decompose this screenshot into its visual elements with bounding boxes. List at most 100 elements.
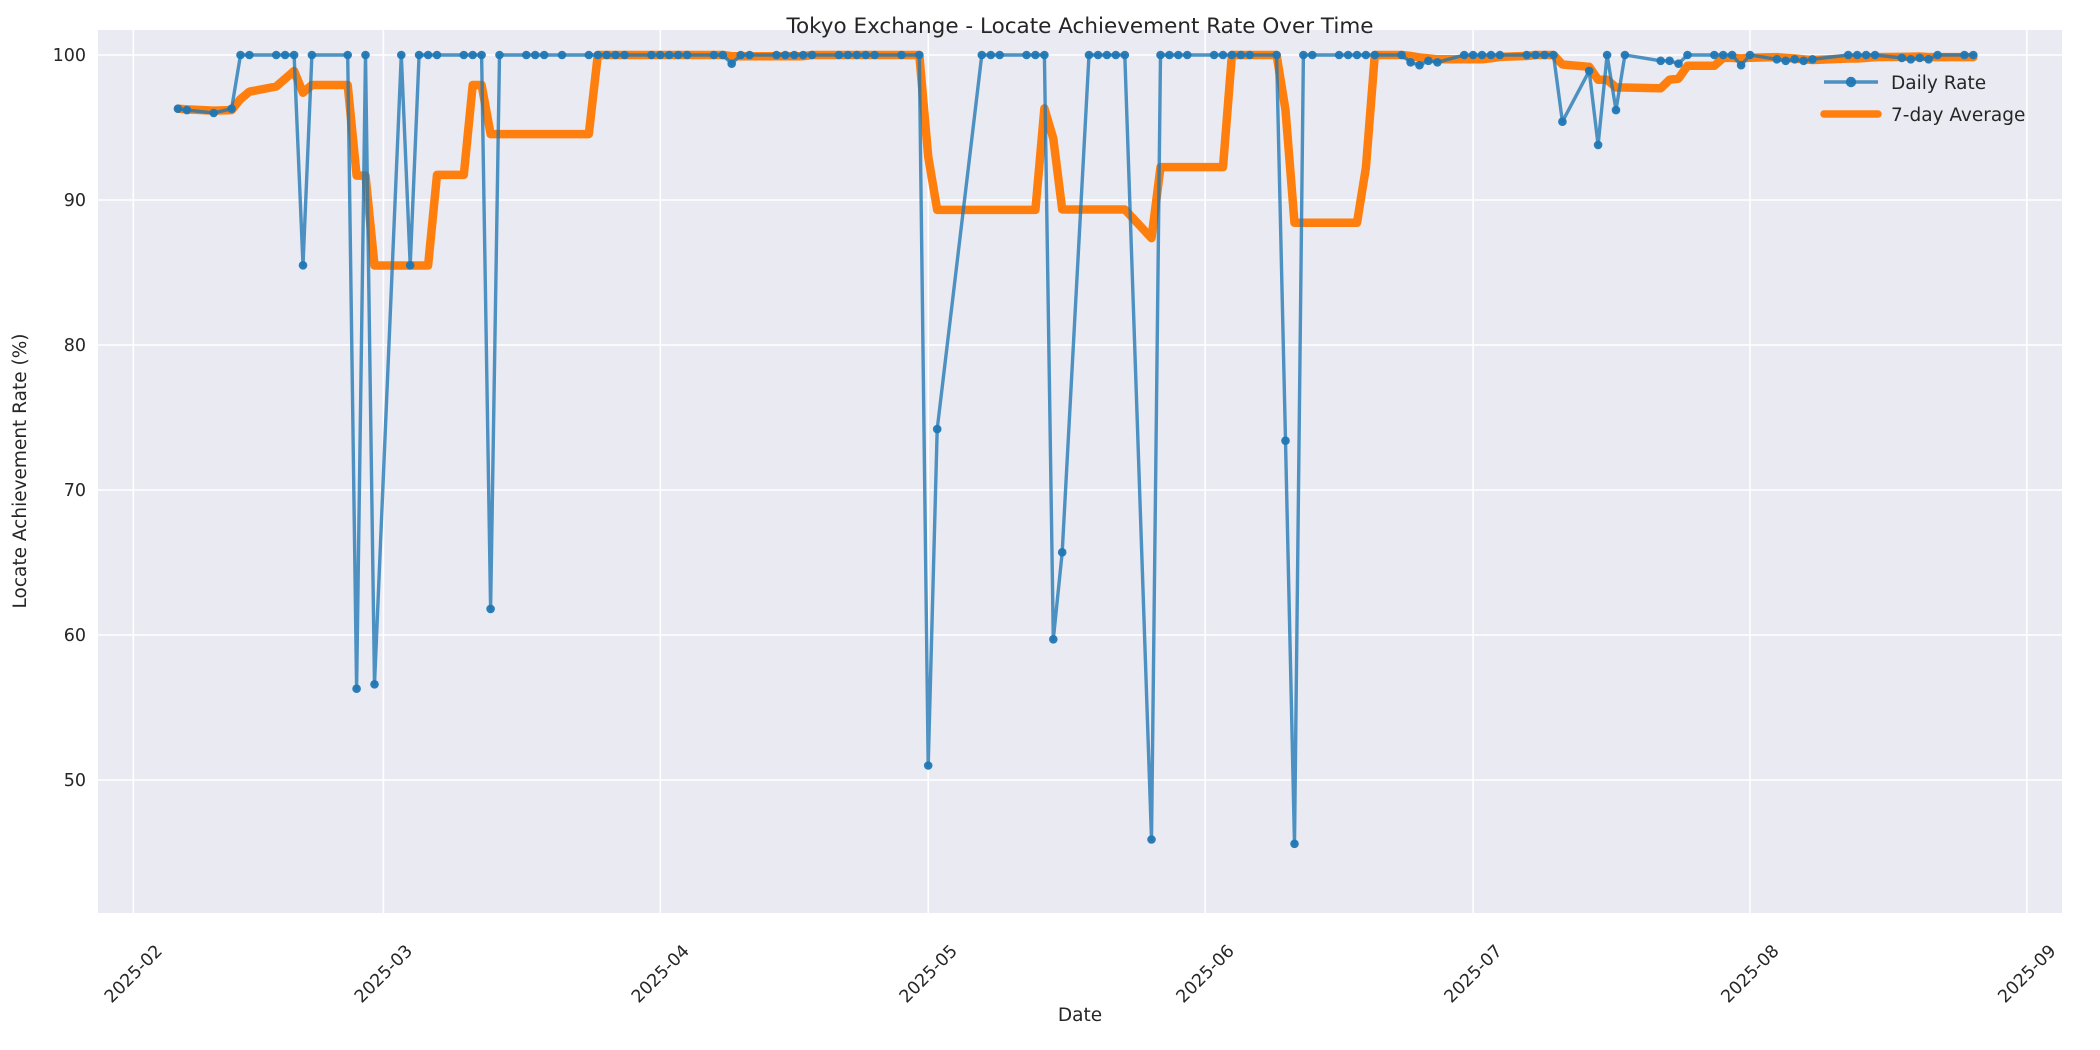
data-point bbox=[1906, 55, 1916, 64]
x-tick-label: 2025-03 bbox=[351, 941, 417, 1007]
data-point bbox=[1531, 50, 1540, 60]
legend-label-daily: Daily Rate bbox=[1891, 73, 1986, 94]
x-tick-label: 2025-09 bbox=[1995, 941, 2061, 1007]
data-point bbox=[1281, 436, 1290, 446]
data-point bbox=[1665, 56, 1674, 66]
data-point bbox=[1843, 50, 1853, 60]
avg-line-series bbox=[173, 50, 1978, 270]
data-point bbox=[1915, 53, 1924, 63]
data-point bbox=[1299, 50, 1308, 60]
data-point bbox=[1772, 55, 1782, 64]
data-point bbox=[1593, 140, 1603, 150]
data-point bbox=[236, 50, 245, 60]
x-tick-label: 2025-07 bbox=[1441, 941, 1507, 1007]
data-point bbox=[1361, 50, 1371, 60]
data-point bbox=[1790, 55, 1799, 64]
data-point bbox=[1049, 635, 1058, 644]
x-axis-label: Date bbox=[1058, 1005, 1102, 1026]
data-point bbox=[1745, 50, 1755, 60]
data-point bbox=[432, 50, 442, 60]
data-point bbox=[1736, 60, 1746, 70]
legend-label-avg: 7-day Average bbox=[1891, 105, 2025, 126]
legend-daily-marker-sample bbox=[1845, 76, 1857, 88]
data-point bbox=[1397, 50, 1406, 60]
data-point bbox=[414, 50, 424, 60]
data-point bbox=[182, 105, 192, 115]
data-point bbox=[343, 50, 353, 60]
data-point bbox=[477, 50, 486, 60]
x-tick-label: 2025-06 bbox=[1173, 941, 1239, 1007]
data-point bbox=[923, 761, 933, 770]
data-point bbox=[1227, 50, 1237, 60]
data-point bbox=[673, 50, 683, 60]
data-point bbox=[977, 50, 987, 60]
data-point bbox=[1040, 50, 1049, 60]
data-point bbox=[486, 604, 495, 614]
data-point bbox=[995, 50, 1004, 60]
data-point bbox=[1334, 50, 1344, 60]
data-point bbox=[1057, 548, 1067, 557]
data-point bbox=[271, 50, 281, 60]
data-point bbox=[1308, 50, 1317, 60]
data-point bbox=[405, 261, 415, 270]
data-point bbox=[352, 684, 361, 693]
data-point bbox=[718, 50, 728, 60]
data-point bbox=[459, 50, 469, 60]
data-point bbox=[530, 50, 540, 60]
y-tick-label: 60 bbox=[64, 626, 86, 646]
data-point bbox=[834, 50, 844, 60]
x-tick-label: 2025-02 bbox=[101, 941, 167, 1007]
daily-rate-line bbox=[176, 53, 1975, 846]
data-point bbox=[1165, 50, 1174, 60]
data-point bbox=[1861, 50, 1871, 60]
data-point bbox=[397, 50, 406, 60]
data-point bbox=[468, 50, 478, 60]
data-point bbox=[1022, 50, 1031, 60]
data-point bbox=[1969, 50, 1978, 60]
data-point bbox=[1156, 50, 1165, 60]
data-point bbox=[495, 50, 504, 60]
data-point bbox=[1218, 50, 1228, 60]
data-point bbox=[781, 50, 790, 60]
data-point bbox=[1209, 50, 1219, 60]
data-point bbox=[1120, 50, 1130, 60]
data-point bbox=[870, 50, 879, 60]
data-point bbox=[897, 50, 906, 60]
data-point bbox=[1272, 50, 1281, 60]
data-point bbox=[1343, 50, 1353, 60]
data-point bbox=[1933, 50, 1942, 60]
x-tick-label: 2025-04 bbox=[628, 941, 694, 1007]
data-point bbox=[1147, 835, 1156, 844]
data-point bbox=[1522, 50, 1531, 60]
data-point bbox=[1415, 60, 1424, 70]
data-point bbox=[1870, 50, 1880, 60]
data-point bbox=[1656, 56, 1665, 66]
data-point bbox=[1236, 50, 1246, 60]
data-point bbox=[745, 50, 754, 60]
data-point bbox=[280, 50, 290, 60]
data-point bbox=[423, 50, 433, 60]
data-point bbox=[1924, 55, 1933, 64]
data-point bbox=[798, 50, 808, 60]
data-point bbox=[584, 50, 594, 60]
y-axis-label: Locate Achievement Rate (%) bbox=[10, 334, 31, 609]
x-tick-label: 2025-05 bbox=[896, 941, 962, 1007]
data-point bbox=[1897, 53, 1907, 63]
data-point bbox=[1495, 50, 1505, 60]
data-point bbox=[1602, 50, 1612, 60]
data-point bbox=[1093, 50, 1103, 60]
data-point bbox=[593, 50, 603, 60]
data-point bbox=[727, 59, 736, 68]
data-point bbox=[1710, 50, 1719, 60]
data-point bbox=[1683, 50, 1692, 60]
data-point bbox=[1540, 50, 1549, 60]
data-point bbox=[1549, 50, 1558, 60]
data-point bbox=[1031, 50, 1040, 60]
data-point bbox=[932, 424, 942, 434]
data-point bbox=[1370, 50, 1380, 60]
data-point bbox=[1406, 58, 1415, 67]
data-point bbox=[915, 50, 924, 60]
data-point bbox=[611, 50, 620, 60]
data-point bbox=[1433, 58, 1442, 67]
